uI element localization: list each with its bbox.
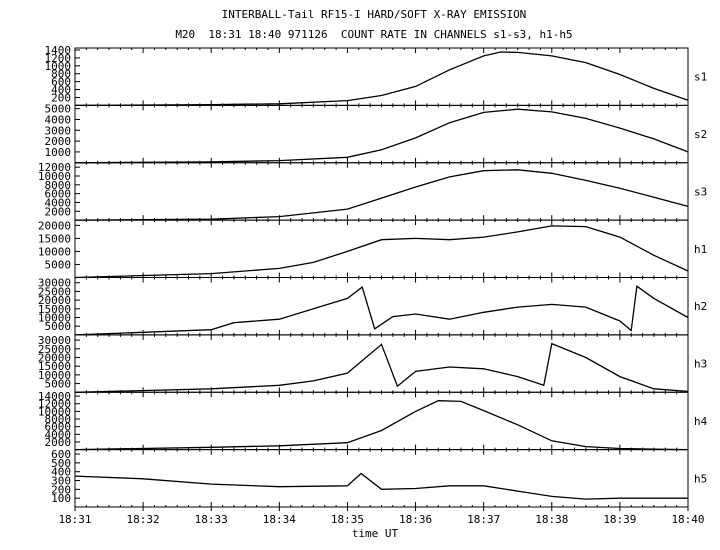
y-tick-label: 2000 (45, 205, 72, 218)
x-axis: 18:31 18:32 18:33 18:34 18:35 18:36 18:37 18:38… (58, 507, 705, 526)
y-tick-label: 20000 (38, 351, 71, 364)
y-tick-label: 25000 (38, 285, 71, 298)
y-tick-label: 30000 (38, 334, 71, 347)
panel-frame (74, 277, 689, 336)
y-tick-label: 6000 (45, 188, 72, 201)
y-tick-label: 15000 (38, 303, 71, 316)
y-tick-label: 5000 (45, 378, 72, 391)
y-tick-label: 4000 (45, 196, 72, 209)
y-tick-label: 10000 (38, 170, 71, 183)
y-tick-label: 10000 (38, 311, 71, 324)
y-tick-label: 6000 (45, 421, 72, 434)
series-line (74, 51, 689, 107)
panel-frame (74, 391, 689, 451)
series-label: s1 (694, 71, 707, 84)
y-tick-label: 4000 (45, 428, 72, 441)
y-tick-label: 500 (51, 457, 71, 470)
y-tick-label: 400 (51, 84, 71, 97)
y-tick-label: 1400 (45, 44, 72, 57)
series-label: s3 (694, 185, 707, 198)
chart-panels: 200400600800100012001400s110002000300040… (38, 44, 708, 508)
x-tick-label: 18:33 (195, 513, 228, 526)
y-tick-label: 2000 (45, 436, 72, 449)
series-line (74, 108, 689, 164)
y-tick-label: 10000 (38, 405, 71, 418)
y-tick-label: 14000 (38, 390, 71, 403)
y-tick-label: 200 (51, 483, 71, 496)
series-label: s2 (694, 128, 707, 141)
series-line (74, 169, 689, 221)
y-tick-label: 2000 (45, 135, 72, 148)
y-tick-label: 12000 (38, 161, 71, 174)
panel-frame (74, 47, 689, 106)
y-tick-label: 15000 (38, 232, 71, 245)
panel-frame (74, 219, 689, 278)
series-line (74, 400, 689, 451)
y-tick-label: 1000 (45, 60, 72, 73)
y-tick-label: 200 (51, 91, 71, 104)
x-tick-label: 18:37 (467, 513, 500, 526)
y-tick-label: 30000 (38, 277, 71, 290)
series-label: h4 (694, 415, 708, 428)
series-label: h2 (694, 300, 707, 313)
y-tick-label: 1200 (45, 52, 72, 65)
panel-frame (74, 162, 689, 221)
y-tick-label: 12000 (38, 398, 71, 411)
y-tick-label: 4000 (45, 113, 72, 126)
chart-title: INTERBALL-Tail RF15-I HARD/SOFT X-RAY EM… (221, 8, 527, 21)
x-axis-label: time UT (352, 527, 399, 540)
y-tick-label: 800 (51, 68, 71, 81)
x-tick-label: 18:32 (127, 513, 160, 526)
panel-frame (74, 104, 689, 164)
y-tick-label: 400 (51, 466, 71, 479)
y-tick-label: 20000 (38, 294, 71, 307)
y-tick-label: 600 (51, 76, 71, 89)
series-label: h1 (694, 243, 707, 256)
x-tick-label: 18:31 (58, 513, 91, 526)
y-tick-label: 10000 (38, 369, 71, 382)
y-tick-label: 3000 (45, 124, 72, 137)
y-tick-label: 5000 (45, 320, 72, 333)
y-tick-label: 5000 (45, 258, 72, 271)
series-line (74, 472, 688, 500)
x-tick-label: 18:34 (263, 513, 296, 526)
series-line (74, 225, 689, 279)
x-tick-label: 18:35 (331, 513, 364, 526)
y-tick-label: 100 (51, 492, 71, 505)
y-tick-label: 15000 (38, 360, 71, 373)
y-tick-label: 300 (51, 475, 71, 488)
x-tick-label: 18:40 (671, 513, 704, 526)
y-tick-label: 8000 (45, 413, 72, 426)
y-tick-label: 5000 (45, 103, 72, 116)
y-tick-label: 25000 (38, 343, 71, 356)
series-label: h3 (694, 358, 707, 371)
series-label: h5 (694, 472, 707, 485)
x-tick-label: 18:36 (399, 513, 432, 526)
series-line (74, 285, 689, 336)
x-tick-label: 18:38 (535, 513, 568, 526)
y-tick-label: 8000 (45, 179, 72, 192)
y-tick-label: 1000 (45, 146, 72, 159)
series-line (74, 342, 689, 393)
y-tick-label: 600 (51, 448, 71, 461)
y-tick-label: 20000 (38, 219, 71, 232)
x-tick-label: 18:39 (603, 513, 636, 526)
y-tick-label: 10000 (38, 245, 71, 258)
chart-subtitle: M20 18:31 18:40 971126 COUNT RATE IN CHA… (175, 28, 573, 41)
